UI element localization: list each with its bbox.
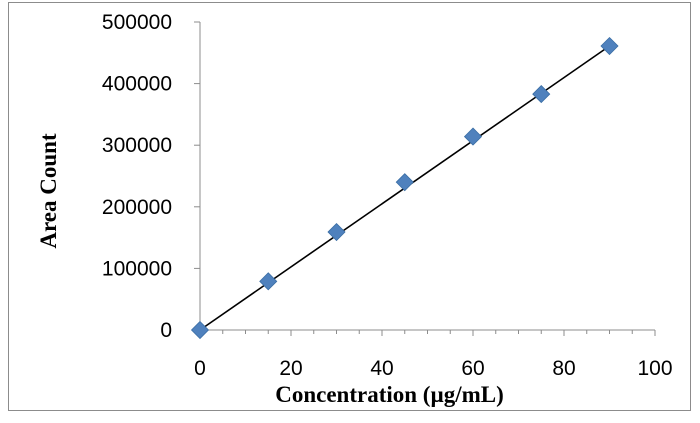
y-axis-ticks: 0 100000 200000 300000 400000 500000 <box>102 11 200 342</box>
data-point-marker <box>259 272 278 291</box>
y-axis-title: Area Count <box>36 133 61 249</box>
chart-frame <box>8 2 691 411</box>
x-tick-label: 40 <box>370 357 393 380</box>
x-axis-ticks: 0 20 40 60 80 100 <box>194 330 673 380</box>
x-axis-title: Concentration (µg/mL) <box>275 382 504 407</box>
y-tick-label: 300000 <box>102 134 172 157</box>
y-tick-label: 0 <box>160 319 172 342</box>
y-tick-label: 500000 <box>102 11 172 34</box>
y-tick-label: 100000 <box>102 257 172 280</box>
x-tick-label: 100 <box>637 357 672 380</box>
data-point-marker <box>327 222 346 242</box>
data-point-marker <box>395 173 414 192</box>
data-point-marker <box>190 320 210 340</box>
data-point-marker <box>600 36 619 56</box>
y-tick-label: 200000 <box>102 196 172 219</box>
x-tick-label: 80 <box>552 357 575 380</box>
x-tick-label: 20 <box>279 357 302 380</box>
data-point-marker <box>532 85 551 104</box>
data-point-marker <box>463 127 483 146</box>
data-points <box>190 36 619 340</box>
y-tick-label: 400000 <box>102 73 172 96</box>
x-tick-label: 0 <box>194 357 206 380</box>
x-tick-label: 60 <box>461 357 484 380</box>
